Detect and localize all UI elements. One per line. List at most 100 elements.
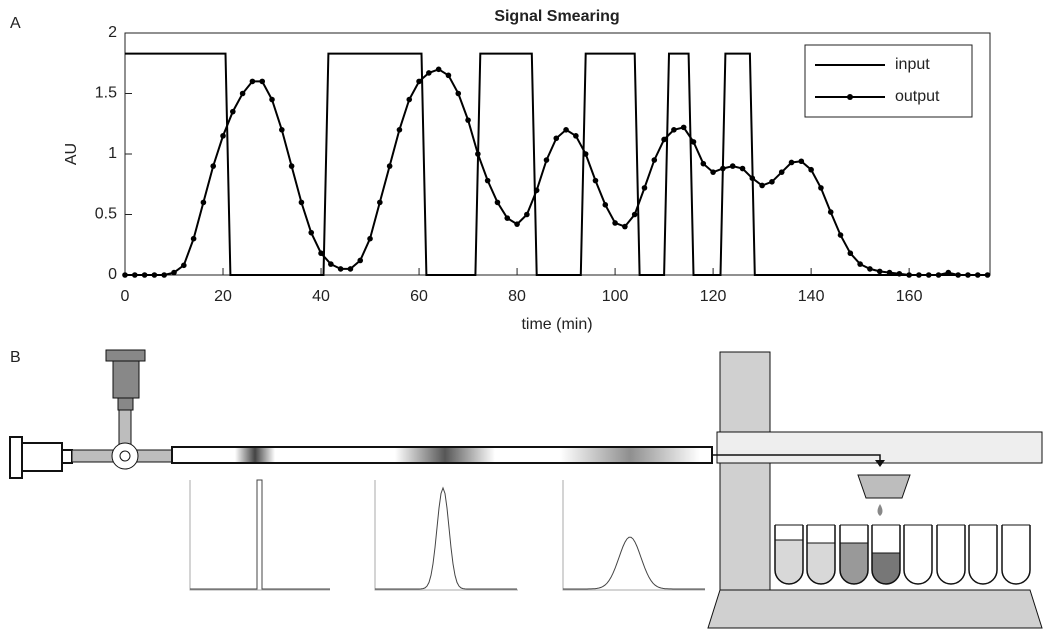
data-point (484, 177, 491, 184)
data-point (661, 136, 667, 143)
syringe-body (21, 442, 63, 472)
plot-axis (374, 480, 518, 591)
plot-axis (189, 480, 330, 591)
data-point (631, 211, 638, 218)
plot-signal (563, 536, 705, 590)
data-point (239, 90, 246, 97)
data-point (651, 157, 658, 163)
x-tick-label: 20 (214, 288, 232, 305)
data-point (132, 272, 138, 278)
data-point (778, 169, 785, 175)
series-line (125, 52, 990, 276)
smear (560, 448, 700, 462)
collection-tube (871, 525, 901, 585)
data-point (710, 169, 716, 175)
collection-tube (774, 525, 804, 585)
y-tick-label: 2 (108, 24, 117, 41)
data-point (974, 272, 981, 278)
data-point (553, 135, 560, 142)
y-tick-label: 1 (108, 145, 117, 162)
x-tick-label: 100 (602, 288, 629, 305)
data-point (475, 151, 481, 157)
y-axis-label: AU (63, 143, 80, 165)
data-point (386, 163, 393, 169)
data-point (426, 70, 432, 76)
data-point (455, 90, 462, 97)
plot-signal (190, 479, 330, 590)
data-point (308, 229, 315, 236)
data-point (406, 96, 413, 103)
injector-body (112, 360, 140, 399)
plot-axis (562, 480, 705, 591)
injector-neck (117, 397, 134, 411)
data-point (906, 272, 912, 278)
chart-title: Signal Smearing (494, 8, 619, 25)
data-point (798, 158, 805, 165)
tube-left (71, 449, 119, 463)
data-point (896, 270, 903, 277)
data-point (524, 211, 530, 218)
smear (395, 448, 495, 462)
data-point (602, 202, 609, 208)
data-point (808, 166, 814, 173)
data-point (367, 235, 373, 242)
data-point (641, 185, 648, 191)
valve-inner (119, 450, 131, 462)
data-point (357, 257, 364, 264)
data-point (190, 235, 197, 242)
data-point (543, 157, 550, 163)
data-point (288, 163, 295, 169)
legend-marker (847, 94, 853, 100)
collection-tube (936, 525, 966, 585)
data-point (876, 268, 883, 275)
data-point (210, 163, 217, 169)
data-point (298, 199, 305, 206)
data-point (230, 108, 236, 115)
data-point (592, 177, 599, 184)
smear (235, 448, 275, 462)
data-point (377, 199, 383, 206)
panel-label: A (10, 15, 21, 32)
data-point (720, 165, 726, 172)
data-point (622, 223, 628, 230)
data-point (759, 182, 765, 189)
data-point (867, 266, 873, 272)
x-tick-label: 120 (700, 288, 727, 305)
data-point (749, 175, 756, 181)
collection-tube (839, 525, 869, 585)
data-point (396, 127, 403, 133)
tube-liquid (806, 542, 836, 585)
data-point (857, 261, 863, 267)
collection-tube (806, 525, 836, 585)
collection-tube (903, 525, 933, 585)
data-point (514, 221, 520, 227)
data-point (181, 262, 187, 269)
syringe-end (9, 436, 23, 479)
data-point (416, 78, 422, 85)
data-point (200, 199, 207, 206)
data-point (788, 159, 795, 166)
data-point (984, 272, 991, 278)
data-point (161, 272, 168, 278)
data-point (818, 185, 824, 191)
data-point (269, 96, 275, 103)
data-point (955, 272, 961, 278)
data-point (573, 133, 579, 139)
funnel (857, 474, 911, 499)
legend-box (804, 44, 973, 118)
data-point (347, 266, 354, 272)
data-point (680, 124, 687, 131)
data-point (690, 139, 697, 145)
data-point (504, 215, 511, 221)
stand-base (707, 589, 1043, 629)
data-point (935, 272, 942, 278)
x-tick-label: 40 (312, 288, 330, 305)
syringe-tip (61, 449, 73, 464)
legend-label: output (895, 88, 940, 105)
data-point (612, 220, 618, 226)
data-point (925, 272, 932, 278)
data-point (965, 272, 971, 278)
x-tick-label: 160 (896, 288, 923, 305)
data-point (533, 187, 540, 194)
data-point (494, 199, 501, 206)
